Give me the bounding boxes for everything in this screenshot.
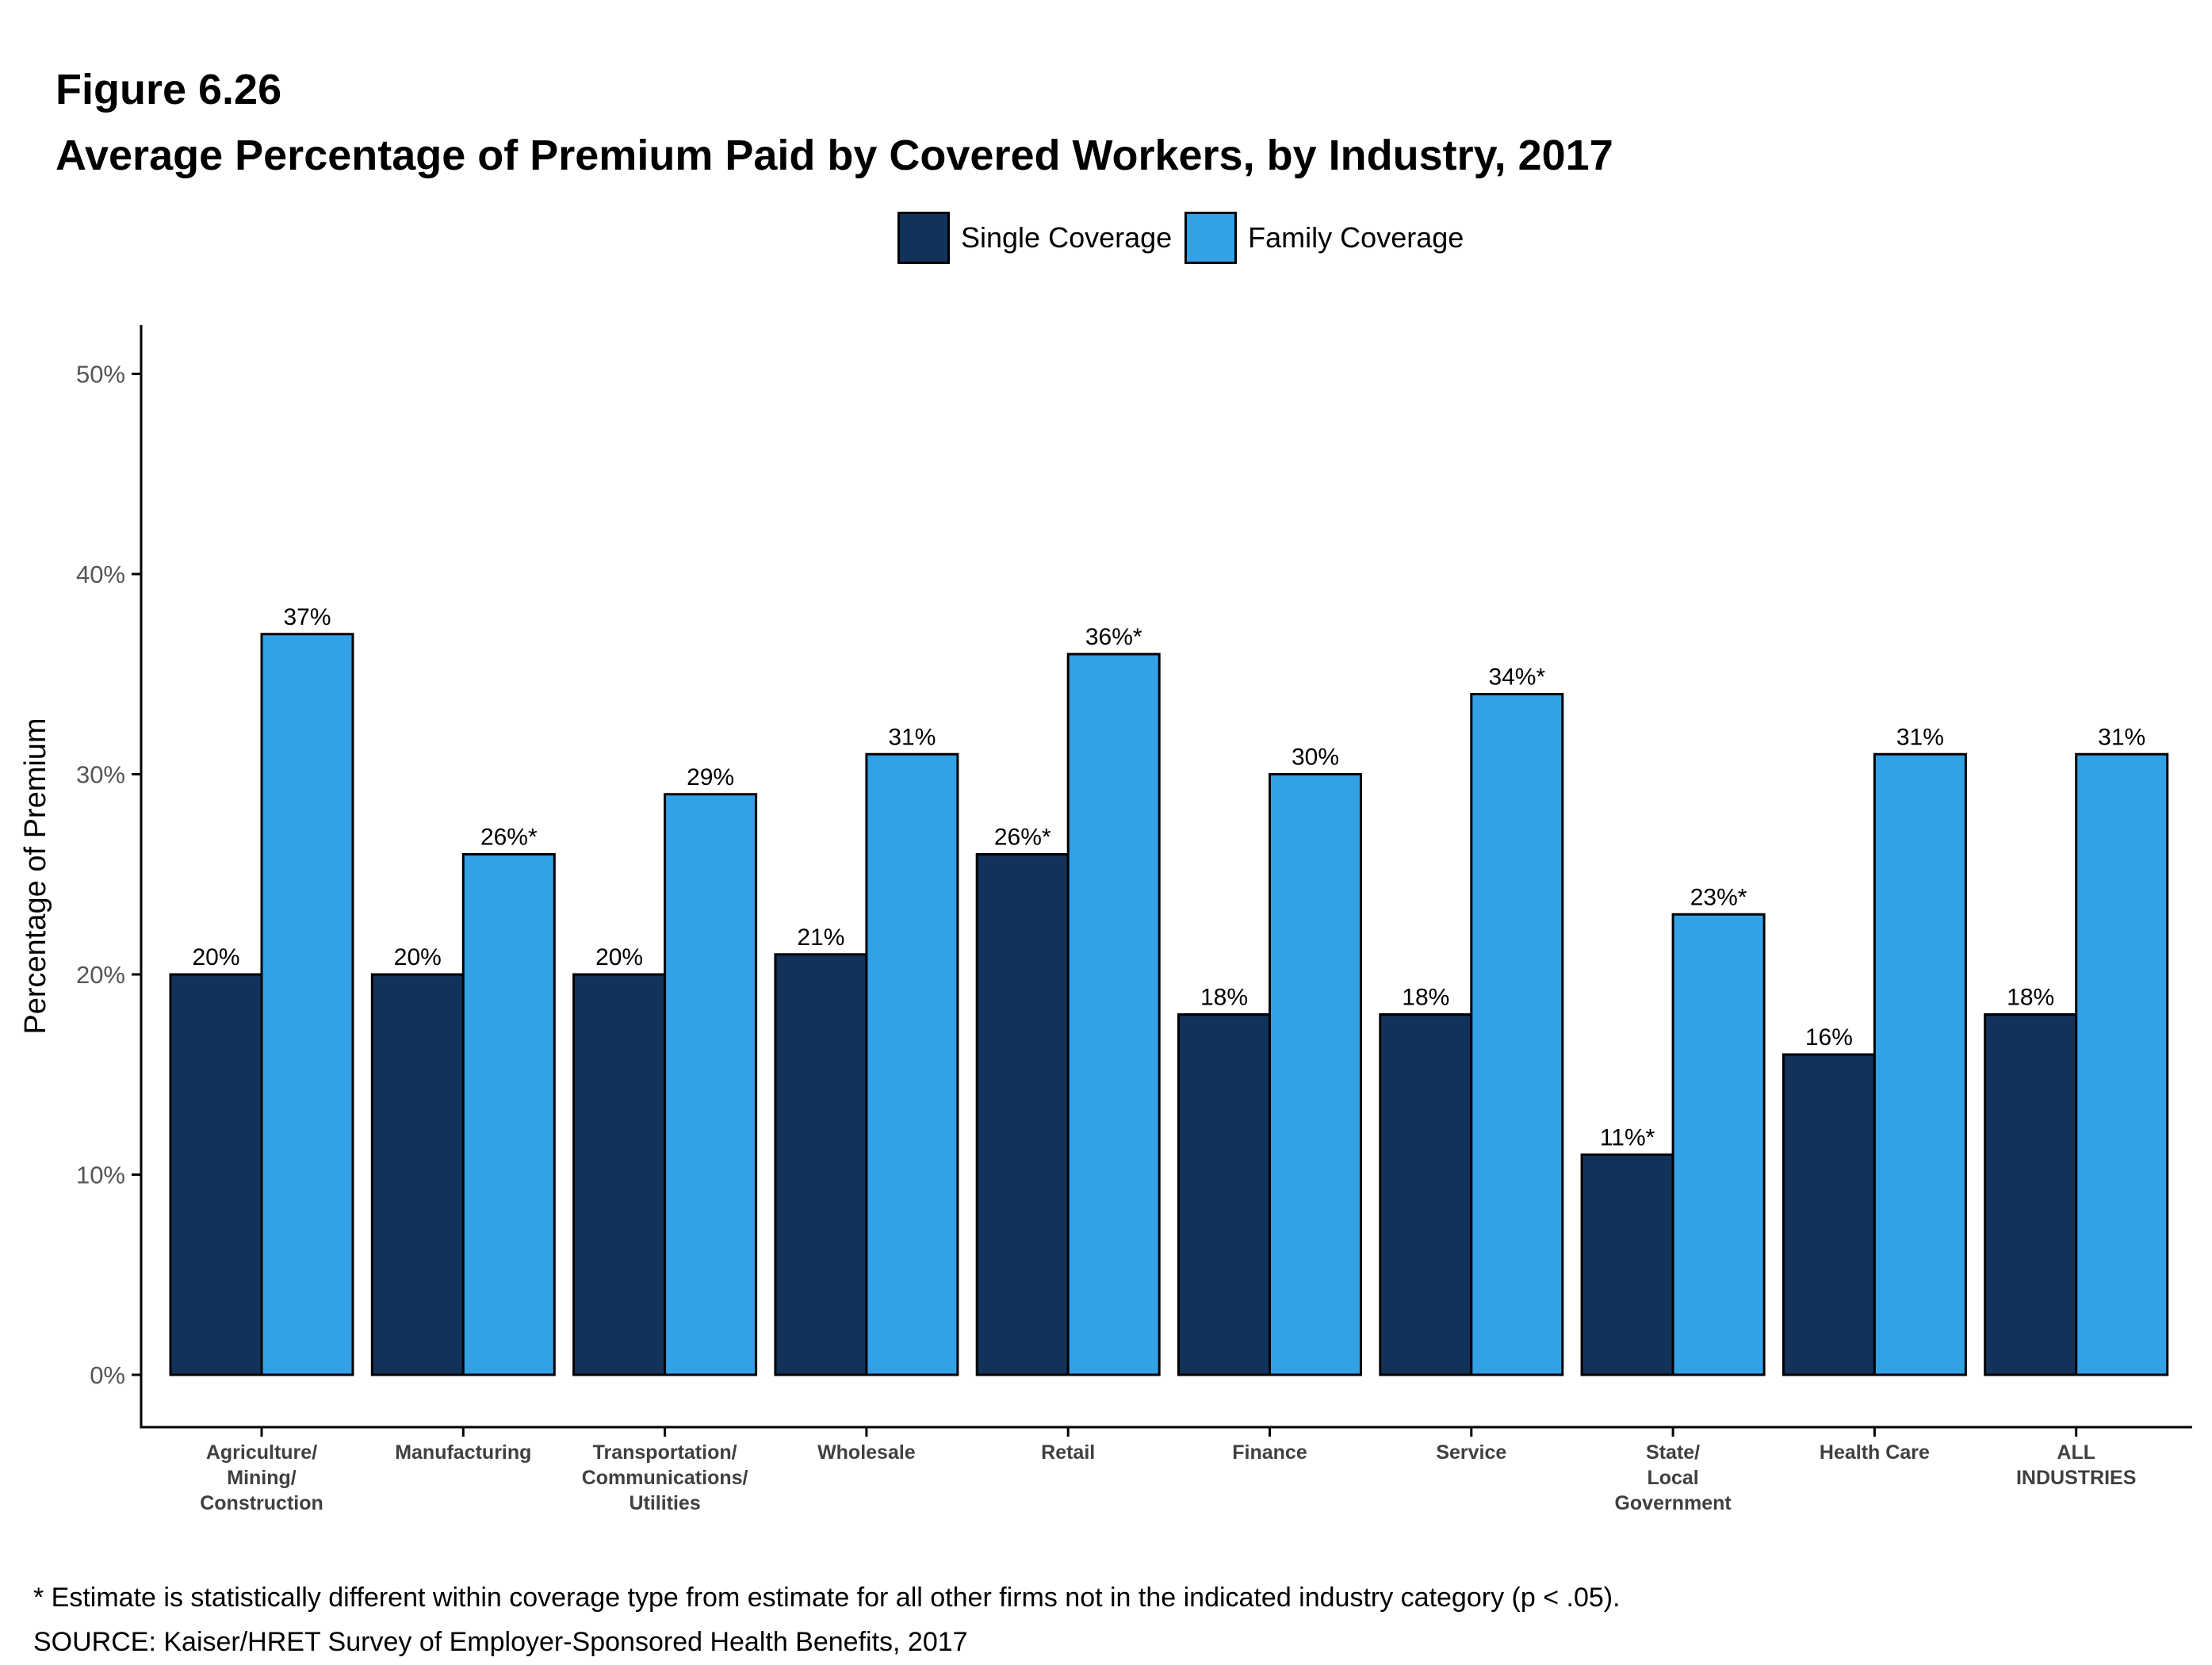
- data-label-single: 18%: [2007, 985, 2054, 1011]
- bar-single: [1781, 1053, 1876, 1376]
- data-label-family: 31%: [888, 724, 936, 750]
- x-tick-label-line: Construction: [200, 1492, 323, 1514]
- x-tick-label: Retail: [1041, 1441, 1095, 1464]
- legend-item-single: Single Coverage: [897, 212, 1172, 264]
- legend-swatch-single: [897, 212, 950, 264]
- legend-label-family: Family Coverage: [1248, 221, 1464, 254]
- bar-single: [572, 973, 667, 1376]
- source-note: SOURCE: Kaiser/HRET Survey of Employer-S…: [33, 1627, 968, 1657]
- legend: Single Coverage Family Coverage: [897, 212, 1476, 264]
- y-tick-label: 10%: [76, 1162, 125, 1189]
- data-label-family: 23%*: [1690, 884, 1747, 910]
- footnote: * Estimate is statistically different wi…: [33, 1583, 1621, 1613]
- x-tick-label: State/Local Government: [1614, 1441, 1732, 1514]
- x-tick-label: Health Care: [1820, 1441, 1930, 1464]
- x-tick-label-line: Service: [1436, 1441, 1506, 1464]
- data-label-single: 18%: [1402, 985, 1449, 1011]
- data-label-single: 18%: [1200, 985, 1248, 1011]
- bar-single: [370, 973, 465, 1376]
- x-tick-label-line: INDUSTRIES: [2016, 1467, 2136, 1489]
- x-tick-label: Wholesale: [817, 1441, 916, 1464]
- x-tick-label: Service: [1436, 1441, 1506, 1464]
- bar-family: [1470, 693, 1564, 1376]
- bar-chart: 0% 10% 20% 30% 40% 50% Percentage of Premium 20…: [19, 325, 2192, 1514]
- x-tick-label-line: ALL: [2057, 1441, 2095, 1464]
- x-tick-label-line: Finance: [1232, 1441, 1307, 1464]
- bar-family: [2075, 752, 2169, 1376]
- data-label-family: 34%*: [1488, 664, 1545, 691]
- data-label-single: 20%: [595, 944, 643, 970]
- x-tick-label-line: Utilities: [629, 1492, 700, 1514]
- data-label-family: 37%: [283, 604, 331, 630]
- x-tick-label-line: Transportation/: [593, 1441, 737, 1464]
- bar-family: [865, 752, 959, 1376]
- bar-single: [1379, 1013, 1473, 1376]
- y-tick-label: 0%: [90, 1361, 125, 1389]
- bar-family: [1873, 752, 1967, 1376]
- bar-single: [169, 973, 263, 1376]
- x-tick-label-line: Communications/: [582, 1467, 748, 1489]
- x-tick-label-line: Health Care: [1820, 1441, 1930, 1464]
- bar-family: [1066, 653, 1161, 1376]
- chart-title: Average Percentage of Premium Paid by Co…: [55, 132, 1613, 179]
- legend-swatch-family: [1184, 212, 1238, 264]
- data-label-family: 31%: [2098, 724, 2145, 750]
- data-label-family: 30%: [1292, 744, 1339, 771]
- bar-single: [1177, 1013, 1271, 1376]
- bar-family: [260, 633, 354, 1376]
- bar-family: [1269, 773, 1362, 1376]
- bar-single: [1580, 1153, 1674, 1376]
- y-tick-label: 30%: [76, 761, 125, 789]
- figure-number: Figure 6.26: [55, 66, 282, 113]
- data-label-family: 36%*: [1085, 624, 1142, 650]
- data-label-single: 20%: [192, 944, 239, 970]
- x-tick-label-line: Government: [1614, 1492, 1732, 1514]
- data-label-family: 31%: [1896, 724, 1944, 750]
- y-axis-title: Percentage of Premium: [19, 718, 52, 1034]
- x-tick-label: Manufacturing: [395, 1441, 531, 1464]
- data-label-single: 20%: [394, 944, 442, 970]
- data-label-single: 11%*: [1600, 1124, 1655, 1150]
- x-tick-label-line: Retail: [1041, 1441, 1095, 1464]
- data-label-single: 21%: [797, 924, 844, 951]
- x-tick-label-line: Local: [1647, 1467, 1698, 1489]
- bar-family: [1671, 913, 1766, 1376]
- bar-single: [774, 953, 868, 1376]
- data-label-family: 29%: [687, 764, 734, 790]
- data-label-single: 26%*: [994, 825, 1051, 851]
- y-tick-label: 50%: [76, 361, 125, 388]
- x-tick-label: Transportation/Communications/Utilities: [582, 1441, 748, 1514]
- legend-item-family: Family Coverage: [1184, 212, 1464, 264]
- x-tick-label: Agriculture/Mining/Construction: [200, 1441, 323, 1514]
- x-tick-label-line: Wholesale: [817, 1441, 916, 1464]
- bar-single: [1984, 1013, 2078, 1376]
- x-tick-label-line: State/: [1646, 1441, 1700, 1464]
- x-tick-label-line: Agriculture/: [206, 1441, 317, 1464]
- legend-label-single: Single Coverage: [961, 221, 1173, 254]
- data-label-family: 26%*: [480, 825, 538, 851]
- data-label-single: 16%: [1805, 1024, 1853, 1051]
- x-tick-label-line: Manufacturing: [395, 1441, 531, 1464]
- bar-family: [664, 793, 758, 1376]
- y-tick-label: 20%: [76, 961, 125, 989]
- x-tick-label-line: Mining/: [227, 1467, 297, 1489]
- bar-family: [461, 853, 556, 1376]
- bar-single: [975, 853, 1070, 1376]
- x-tick-label: Finance: [1232, 1441, 1307, 1464]
- y-tick-label: 40%: [76, 561, 125, 588]
- x-tick-label: ALL INDUSTRIES: [2016, 1441, 2136, 1489]
